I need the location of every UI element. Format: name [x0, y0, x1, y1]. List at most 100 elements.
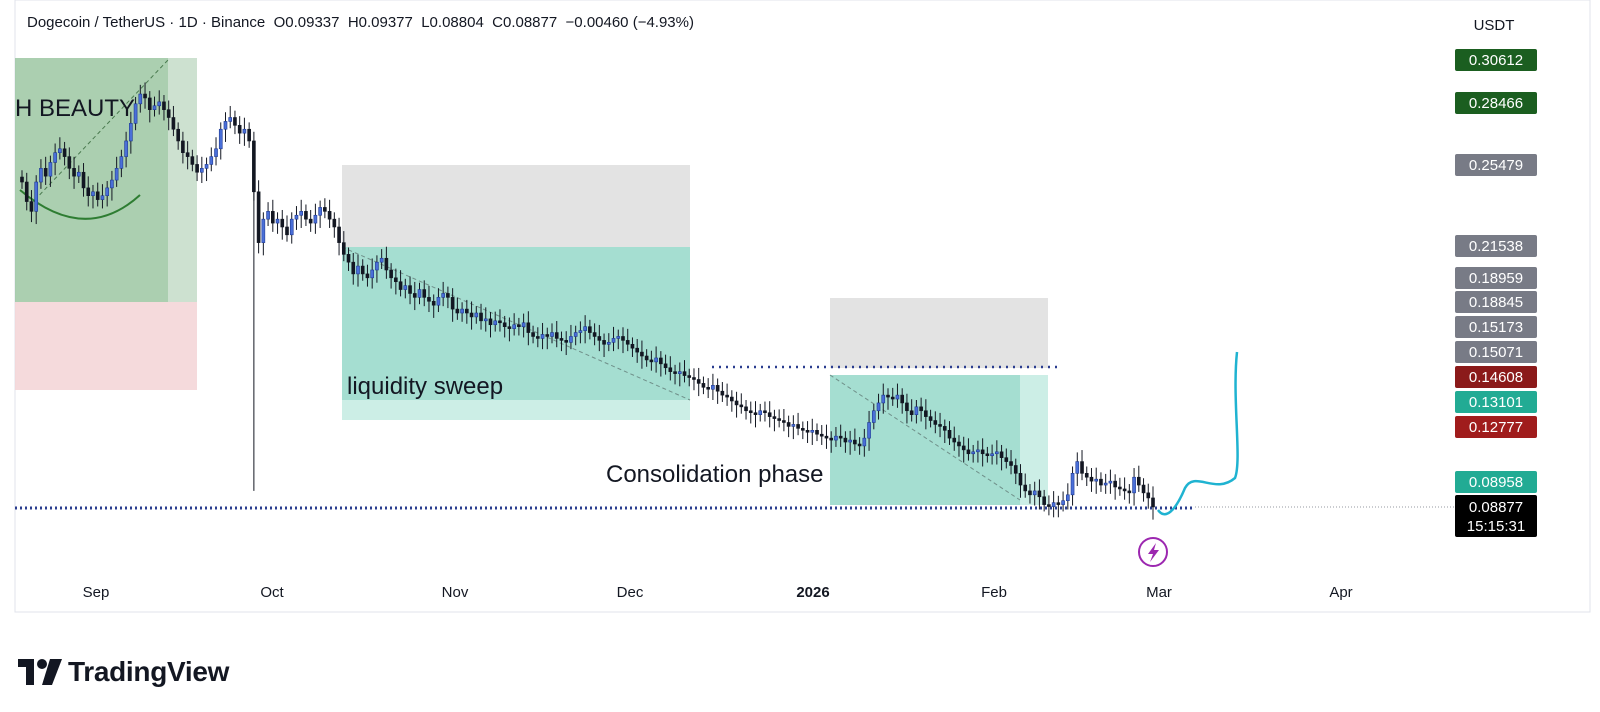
currency-selector[interactable]: USDT [1460, 8, 1528, 38]
candle [412, 281, 417, 311]
candle-body-up [294, 214, 299, 220]
candle-body-down [233, 117, 237, 126]
consolidation-light-box [1020, 375, 1048, 505]
price-scale[interactable]: 0.30612 0.28466 0.25479 0.21538 0.18959 0.188… [1455, 49, 1537, 537]
close-value: C0.08877 [492, 14, 558, 31]
candles [20, 82, 1155, 520]
candle [980, 438, 985, 467]
candle [578, 321, 583, 344]
candle-body-down [933, 420, 938, 425]
candle-body-up [275, 218, 280, 224]
lightning-alert-icon[interactable] [1138, 537, 1168, 567]
candle-body-down [256, 191, 261, 243]
candle [86, 176, 91, 207]
candle-body-down [592, 332, 597, 337]
candle-body-down [630, 343, 635, 349]
candle-body-down [517, 324, 521, 327]
candle-body-down [176, 128, 180, 142]
candle [375, 255, 379, 283]
candle [479, 303, 483, 330]
candle [654, 346, 658, 373]
candle-body-up [34, 181, 39, 212]
candle-body-up [129, 123, 133, 142]
candle [498, 309, 502, 332]
price-label-text: 0.15071 [1469, 344, 1523, 361]
beauty-label: H BEAUTY [15, 95, 135, 122]
candle [72, 156, 76, 189]
x-tick: Apr [1329, 584, 1352, 601]
candle-body-down [1141, 484, 1146, 494]
candle [526, 311, 531, 346]
candle [1089, 468, 1094, 492]
candle [985, 446, 990, 463]
price-label-text: 0.21538 [1469, 238, 1523, 255]
candle [919, 397, 923, 422]
candle [583, 315, 587, 344]
candle-body-down [597, 336, 602, 341]
candle [190, 149, 195, 172]
candle-body-down [526, 322, 531, 333]
candle-body-down [1004, 457, 1009, 462]
tradingview-logo-icon [18, 659, 62, 685]
candle-body-down [247, 128, 251, 142]
candle [512, 313, 516, 336]
candle-body-down [928, 416, 933, 421]
candle [1146, 483, 1151, 509]
candle [659, 351, 663, 377]
candle-body-down [701, 383, 706, 388]
candle-body-up [971, 451, 975, 455]
price-label: 0.18845 [1455, 291, 1537, 313]
price-label: 0.13101 [1455, 391, 1537, 413]
candle [1099, 472, 1103, 492]
candle [706, 378, 710, 399]
candle-body-down [715, 385, 720, 392]
candle [408, 276, 412, 305]
candle-body-down [947, 430, 952, 439]
candle-body-down [545, 334, 550, 337]
candle-body-up [895, 394, 900, 400]
consolidation-label: Consolidation phase [606, 461, 824, 488]
candle [1013, 458, 1018, 485]
candle-body-down [824, 435, 829, 439]
candle-body-down [796, 424, 800, 429]
candle [469, 301, 474, 330]
candle-body-down [763, 410, 767, 414]
candle-body-up [512, 324, 516, 329]
symbol-name[interactable]: Dogecoin / TetherUS [27, 14, 166, 31]
candle-body-up [152, 105, 157, 110]
candle [588, 319, 592, 340]
candle [228, 105, 233, 129]
projection-curve [1156, 351, 1239, 516]
candle [474, 306, 479, 324]
candle-body-up [540, 334, 545, 339]
candle [663, 354, 668, 375]
candle-body-down [1013, 465, 1018, 474]
candle [195, 155, 199, 182]
candle-body-up [1094, 478, 1099, 482]
candle [900, 388, 905, 414]
candle-body-up [616, 336, 621, 339]
interval[interactable]: 1D [178, 14, 198, 31]
price-label: 0.08958 [1455, 471, 1537, 493]
candle-body-down [323, 207, 327, 212]
candle [1075, 452, 1080, 487]
candle-body-down [531, 332, 535, 337]
candle-body-up [1051, 502, 1056, 507]
candle [43, 156, 48, 185]
candle [356, 254, 360, 287]
candle [805, 421, 810, 444]
candle [976, 440, 980, 463]
candle-body-up [583, 326, 587, 331]
candle [701, 376, 706, 395]
tradingview-logo[interactable]: TradingView [18, 652, 229, 692]
x-tick: 2026 [796, 584, 829, 601]
candle-body-down [1146, 492, 1151, 499]
candle-body-up [417, 289, 422, 298]
candle-body-down [43, 168, 48, 177]
candle [214, 137, 218, 166]
candle-body-up [876, 402, 881, 412]
candle [933, 411, 938, 434]
candle-body-up [493, 320, 498, 326]
candle [734, 391, 739, 418]
